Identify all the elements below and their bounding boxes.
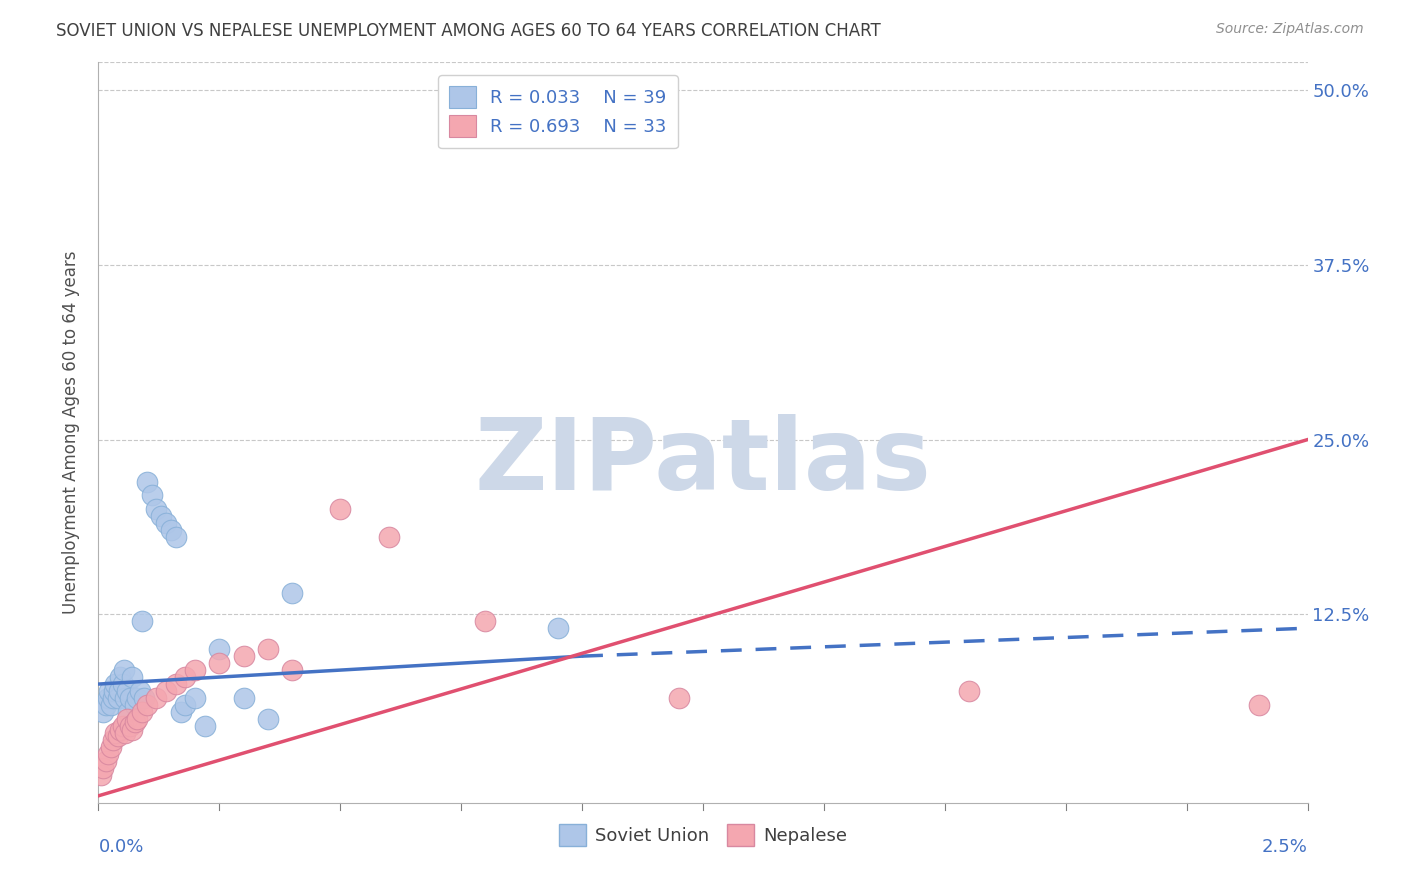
Point — [281, 663, 304, 677]
Point — [111, 677, 134, 691]
Point — [668, 691, 690, 706]
Point — [111, 719, 134, 733]
Point — [104, 677, 127, 691]
Point — [97, 747, 120, 761]
Point — [135, 475, 157, 489]
Text: Source: ZipAtlas.com: Source: ZipAtlas.com — [1216, 22, 1364, 37]
Point — [141, 488, 163, 502]
Point — [100, 698, 122, 712]
Point — [103, 684, 125, 698]
Point — [165, 677, 187, 691]
Point — [104, 726, 127, 740]
Point — [90, 768, 112, 782]
Point — [107, 691, 129, 706]
Point — [232, 649, 254, 664]
Point — [329, 502, 352, 516]
Point — [256, 712, 278, 726]
Point — [91, 705, 114, 719]
Point — [118, 691, 141, 706]
Text: 2.5%: 2.5% — [1261, 838, 1308, 855]
Point — [131, 705, 153, 719]
Text: SOVIET UNION VS NEPALESE UNEMPLOYMENT AMONG AGES 60 TO 64 YEARS CORRELATION CHAR: SOVIET UNION VS NEPALESE UNEMPLOYMENT AM… — [56, 22, 882, 40]
Point — [100, 739, 122, 754]
Point — [194, 719, 217, 733]
Point — [97, 691, 120, 706]
Point — [547, 621, 569, 635]
Point — [107, 684, 129, 698]
Point — [128, 684, 150, 698]
Point — [208, 656, 231, 670]
Point — [131, 614, 153, 628]
Point — [184, 691, 207, 706]
Point — [150, 509, 173, 524]
Point — [101, 691, 124, 706]
Point — [134, 691, 156, 706]
Point — [256, 642, 278, 657]
Legend: Soviet Union, Nepalese: Soviet Union, Nepalese — [551, 816, 855, 853]
Point — [121, 723, 143, 738]
Y-axis label: Unemployment Among Ages 60 to 64 years: Unemployment Among Ages 60 to 64 years — [62, 251, 80, 615]
Point — [114, 691, 136, 706]
Point — [155, 684, 177, 698]
Point — [474, 614, 496, 628]
Point — [107, 729, 129, 743]
Point — [169, 705, 191, 719]
Point — [124, 714, 146, 729]
Point — [208, 642, 231, 657]
Point — [101, 733, 124, 747]
Point — [114, 726, 136, 740]
Point — [160, 524, 183, 538]
Point — [118, 719, 141, 733]
Point — [117, 705, 139, 719]
Text: ZIPatlas: ZIPatlas — [475, 414, 931, 511]
Point — [112, 663, 135, 677]
Point — [174, 670, 197, 684]
Point — [94, 698, 117, 712]
Point — [127, 691, 149, 706]
Text: 0.0%: 0.0% — [98, 838, 143, 855]
Point — [281, 586, 304, 600]
Point — [121, 670, 143, 684]
Point — [124, 698, 146, 712]
Point — [117, 712, 139, 726]
Point — [165, 530, 187, 544]
Point — [232, 691, 254, 706]
Point — [155, 516, 177, 531]
Point — [98, 684, 121, 698]
Point — [145, 691, 167, 706]
Point — [94, 754, 117, 768]
Point — [184, 663, 207, 677]
Point — [957, 684, 980, 698]
Point — [377, 530, 399, 544]
Point — [135, 698, 157, 712]
Point — [108, 723, 131, 738]
Point — [145, 502, 167, 516]
Point — [1249, 698, 1271, 712]
Point — [174, 698, 197, 712]
Point — [117, 684, 139, 698]
Point — [108, 670, 131, 684]
Point — [91, 761, 114, 775]
Point — [127, 712, 149, 726]
